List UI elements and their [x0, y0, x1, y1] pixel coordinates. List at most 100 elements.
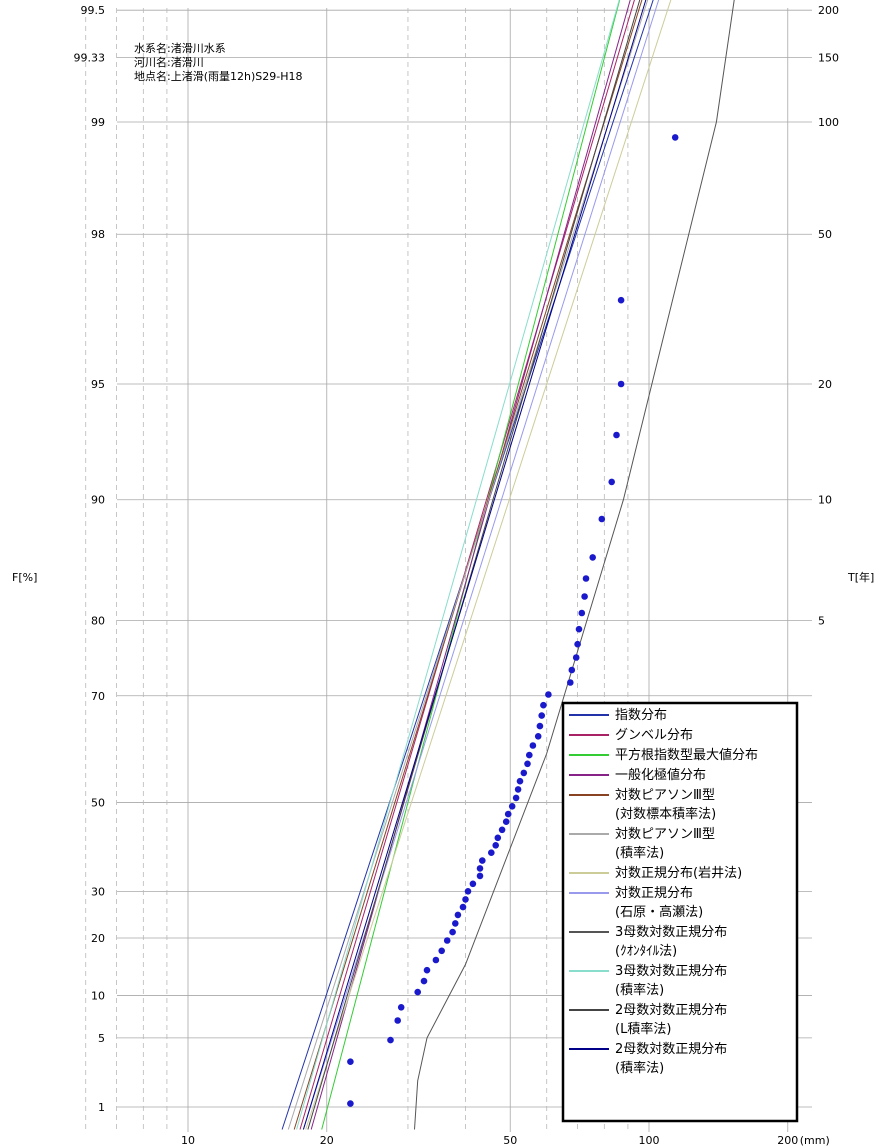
data-point — [575, 625, 583, 633]
y-tick-label: 70 — [91, 690, 105, 703]
data-point — [397, 1004, 405, 1011]
data-point — [443, 937, 451, 944]
y-tick-label: 20 — [91, 932, 105, 945]
data-point — [494, 834, 502, 842]
station-info-line: 地点名:上渚滑(雨量12h)S29-H18 — [134, 69, 302, 83]
data-point — [449, 928, 456, 936]
x-tick-label: 10 — [181, 1134, 195, 1147]
distribution-curve — [287, 0, 649, 1130]
data-point — [347, 1058, 354, 1065]
data-point — [568, 666, 576, 674]
x-tick-label: 200 — [777, 1134, 798, 1147]
legend-entry-label: (ｸｵﾝﾀｲﾙ法) — [615, 944, 677, 959]
data-point — [423, 966, 431, 974]
data-point — [469, 880, 477, 888]
data-point — [567, 679, 574, 686]
data-point — [394, 1017, 402, 1024]
data-point — [462, 896, 469, 903]
data-point — [512, 794, 520, 802]
x-tick-label: 20 — [320, 1134, 334, 1147]
data-point — [432, 956, 440, 964]
distribution-curve — [296, 0, 620, 1130]
legend-entry-label: 一般化極値分布 — [615, 767, 706, 783]
legend-entry-label: 指数分布 — [615, 708, 667, 723]
data-point — [540, 701, 547, 709]
data-point — [572, 654, 580, 661]
data-point — [414, 988, 422, 996]
x-tick-label: 50 — [503, 1134, 517, 1147]
legend-entry-label: グンベル分布 — [615, 728, 693, 743]
y-tick-label: 30 — [91, 885, 105, 898]
data-point — [617, 296, 625, 304]
return-period-tick-label: 10 — [818, 494, 832, 507]
data-point — [524, 760, 531, 768]
data-point — [574, 640, 581, 648]
legend-entry-label: 平方根指数型最大値分布 — [615, 747, 758, 763]
data-point — [508, 803, 516, 810]
return-period-tick-label: 20 — [818, 378, 832, 391]
legend-entry-label: 対数正規分布(岩井法) — [615, 866, 742, 881]
data-point — [504, 810, 512, 818]
legend-entry-label: (積率法) — [615, 1060, 664, 1076]
y-tick-label: 90 — [91, 494, 105, 507]
return-period-tick-label: 200 — [818, 4, 839, 17]
legend-entry-label: 対数正規分布 — [615, 886, 693, 901]
data-point — [387, 1036, 394, 1044]
legend-entry-label: (積率法) — [615, 982, 664, 998]
y-axis-label-right: T[年] — [847, 570, 874, 584]
data-point — [581, 593, 588, 600]
data-point — [420, 977, 428, 985]
data-point — [598, 515, 606, 523]
data-point — [529, 742, 537, 749]
data-point — [347, 1100, 354, 1107]
legend-entry-label: 2母数対数正規分布 — [615, 1003, 727, 1018]
data-point — [671, 134, 679, 141]
data-point — [454, 911, 462, 919]
return-period-tick-label: 100 — [818, 116, 839, 129]
legend-entry-label: 3母数対数正規分布 — [615, 925, 727, 940]
data-point — [516, 777, 524, 785]
return-period-tick-label: 150 — [818, 51, 839, 64]
station-info-line: 河川名:渚滑川 — [134, 55, 204, 69]
data-point — [488, 849, 495, 856]
y-tick-label: 95 — [91, 378, 105, 391]
legend-entry-label: 対数ピアソンⅢ型 — [615, 788, 715, 803]
data-point — [498, 826, 506, 834]
data-point — [582, 575, 590, 582]
legend-entry-label: (積率法) — [615, 845, 664, 861]
legend-box — [561, 701, 799, 1123]
distribution-curve — [281, 0, 654, 1130]
data-point — [589, 554, 596, 561]
tick-labels: 1 5 10 20 30 50 70 80 90 95 98 99 99.33 99.5 5 10 20 50 10… — [74, 4, 840, 1147]
y-tick-label: 5 — [98, 1032, 105, 1045]
y-tick-label: 1 — [98, 1101, 105, 1114]
data-point — [459, 903, 467, 911]
legend-entry-label: 3母数対数正規分布 — [615, 964, 727, 979]
data-point — [438, 947, 446, 955]
data-point — [476, 872, 484, 880]
distribution-curve — [321, 0, 621, 1130]
data-point — [608, 478, 615, 486]
data-point — [464, 888, 472, 895]
y-tick-label: 99.33 — [74, 51, 106, 64]
distribution-curve — [302, 0, 647, 1130]
y-tick-label: 80 — [91, 614, 105, 627]
distribution-curves — [281, 0, 735, 1130]
data-point — [613, 431, 620, 439]
data-point — [578, 609, 586, 617]
data-point — [545, 691, 552, 698]
data-point — [479, 857, 486, 864]
legend-entry-label: (L積率法) — [615, 1021, 671, 1037]
data-point — [492, 842, 500, 849]
x-unit-label: (mm) — [800, 1134, 830, 1147]
y-tick-label: 98 — [91, 228, 105, 241]
y-tick-label: 50 — [91, 797, 105, 810]
y-tick-label: 99 — [91, 116, 105, 129]
data-point — [452, 920, 459, 927]
distribution-curve — [293, 0, 643, 1130]
data-point — [617, 380, 625, 388]
legend-entry-label: (対数標本積率法) — [615, 806, 716, 822]
